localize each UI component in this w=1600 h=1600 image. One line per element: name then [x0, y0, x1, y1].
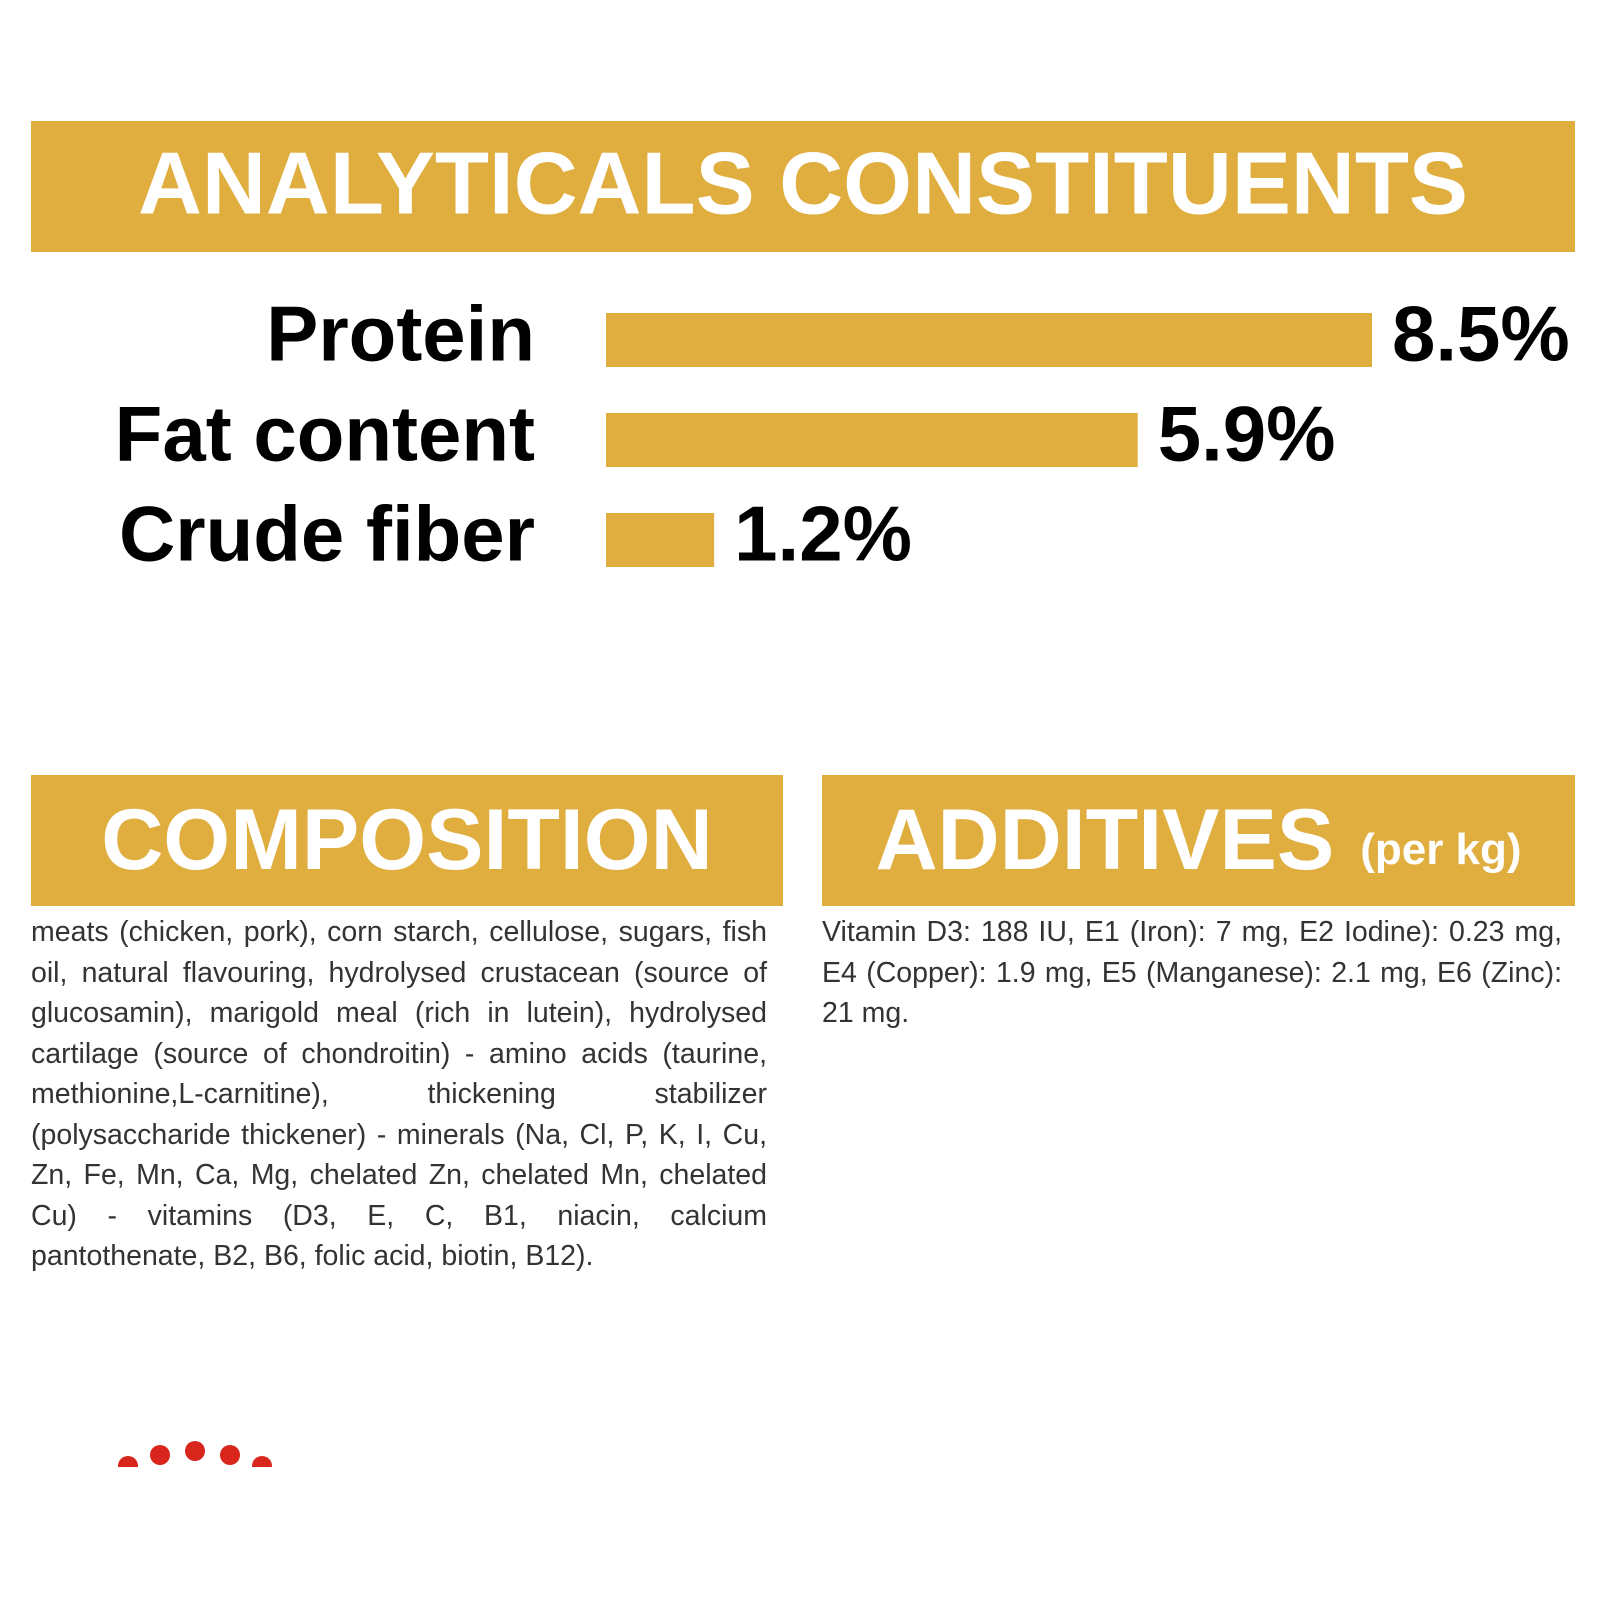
additives-title: ADDITIVES — [875, 792, 1335, 888]
chart: ANALYTICALS CONSTITUENTS Protein 8.5% Fat … — [31, 121, 1575, 578]
composition-text: meats (chicken, pork), corn starch, cell… — [31, 916, 767, 1272]
additives-header: ADDITIVES (per kg) — [822, 775, 1575, 906]
value-label: 8.5% — [1392, 290, 1570, 378]
bar — [606, 413, 1138, 467]
category-label: Fat content — [115, 390, 535, 478]
title-band — [31, 121, 1575, 252]
composition-title: COMPOSITION — [101, 792, 713, 888]
bar — [606, 513, 715, 567]
composition-header: COMPOSITION — [31, 775, 783, 906]
bar — [606, 313, 1372, 367]
category-label: Protein — [266, 290, 535, 378]
value-label: 5.9% — [1158, 390, 1336, 478]
value-label: 1.2% — [734, 490, 912, 578]
logo-dots — [100, 1441, 400, 1480]
additives-text: Vitamin D3: 188 IU, E1 (Iron): 7 mg, E2 … — [822, 916, 1562, 1029]
category-label: Crude fiber — [119, 490, 535, 578]
additives-unit: (per kg) — [1360, 824, 1522, 874]
chart-title: ANALYTICALS CONSTITUENTS — [138, 133, 1468, 232]
